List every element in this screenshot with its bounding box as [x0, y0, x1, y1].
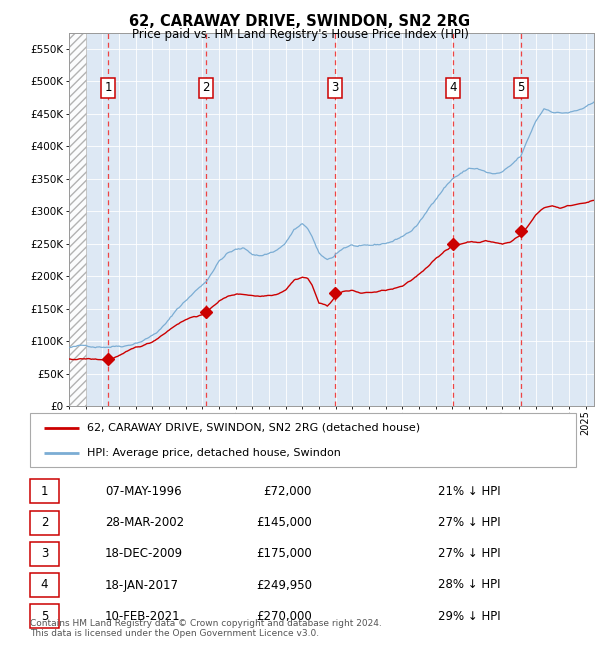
Text: 62, CARAWAY DRIVE, SWINDON, SN2 2RG (detached house): 62, CARAWAY DRIVE, SWINDON, SN2 2RG (det… [88, 422, 421, 433]
Text: £72,000: £72,000 [263, 485, 312, 498]
Text: 62, CARAWAY DRIVE, SWINDON, SN2 2RG: 62, CARAWAY DRIVE, SWINDON, SN2 2RG [130, 14, 470, 29]
Text: 07-MAY-1996: 07-MAY-1996 [105, 485, 182, 498]
Text: Price paid vs. HM Land Registry's House Price Index (HPI): Price paid vs. HM Land Registry's House … [131, 28, 469, 41]
Text: Contains HM Land Registry data © Crown copyright and database right 2024.
This d: Contains HM Land Registry data © Crown c… [30, 619, 382, 638]
Text: £145,000: £145,000 [256, 516, 312, 529]
Text: 3: 3 [41, 547, 48, 560]
Text: 10-FEB-2021: 10-FEB-2021 [105, 610, 181, 623]
Text: 5: 5 [517, 81, 524, 94]
Text: £175,000: £175,000 [256, 547, 312, 560]
Text: 1: 1 [104, 81, 112, 94]
Text: 28-MAR-2002: 28-MAR-2002 [105, 516, 184, 529]
Text: 4: 4 [449, 81, 457, 94]
Polygon shape [69, 32, 86, 406]
Text: 29% ↓ HPI: 29% ↓ HPI [438, 610, 500, 623]
Text: 5: 5 [41, 610, 48, 623]
Text: 27% ↓ HPI: 27% ↓ HPI [438, 547, 500, 560]
Text: 4: 4 [41, 578, 48, 592]
Text: 2: 2 [41, 516, 48, 529]
Text: 27% ↓ HPI: 27% ↓ HPI [438, 516, 500, 529]
Text: 3: 3 [331, 81, 338, 94]
Text: £270,000: £270,000 [256, 610, 312, 623]
Text: £249,950: £249,950 [256, 578, 312, 592]
Text: 1: 1 [41, 485, 48, 498]
Text: 28% ↓ HPI: 28% ↓ HPI [438, 578, 500, 592]
Text: 2: 2 [203, 81, 210, 94]
Text: 21% ↓ HPI: 21% ↓ HPI [438, 485, 500, 498]
FancyBboxPatch shape [30, 413, 576, 467]
Text: 18-JAN-2017: 18-JAN-2017 [105, 578, 179, 592]
Text: HPI: Average price, detached house, Swindon: HPI: Average price, detached house, Swin… [88, 448, 341, 458]
Text: 18-DEC-2009: 18-DEC-2009 [105, 547, 183, 560]
